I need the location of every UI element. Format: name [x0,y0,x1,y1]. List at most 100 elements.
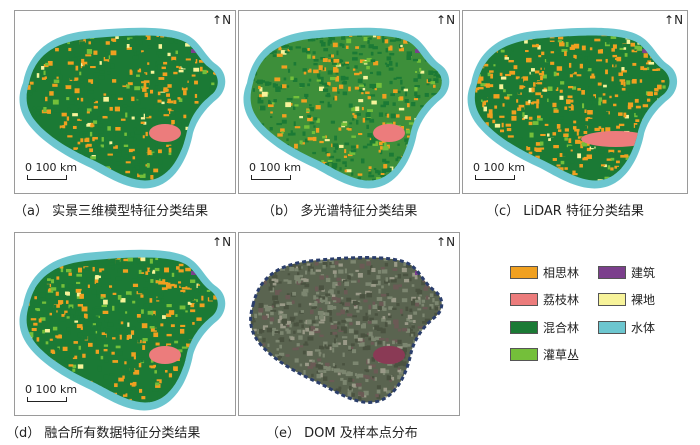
map-pixel [347,128,352,131]
map-pixel [35,111,42,116]
map-pixel [393,284,399,290]
map-pixel [78,345,81,350]
map-pixel [600,164,606,167]
map-pixel [77,315,80,320]
map-pixel [151,310,156,316]
map-pixel [487,36,494,40]
map-pixel [441,272,442,276]
map-pixel [65,268,72,273]
map-pixel [419,343,423,346]
map-pixel [103,93,107,96]
map-pixel [80,62,83,67]
map-pixel [259,375,263,379]
map-pixel [585,52,590,57]
map-pixel [353,334,358,339]
map-pixel [382,122,386,126]
map-pixel [654,153,659,157]
map-pixel [251,398,256,403]
map-pixel [53,79,60,84]
map-pixel [618,72,623,76]
map-pixel [299,363,303,367]
map-pixel [372,337,376,342]
map-pixel [252,379,257,384]
map-pixel [423,36,427,41]
map-pixel [181,65,186,68]
map-pixel [340,377,344,381]
map-pixel [120,118,126,121]
map-pixel [314,349,321,352]
map-pixel [223,149,228,151]
map-pixel [313,323,319,327]
map-pixel [253,153,260,157]
map-pixel [52,333,59,336]
map-pixel [475,97,479,101]
map-pixel [577,54,583,59]
map-pixel [591,104,596,110]
map-pixel [410,333,414,337]
map-pixel [40,253,42,255]
map-pixel [344,76,349,80]
map-pixel [145,35,151,40]
map-pixel [366,345,371,350]
map-pixel [591,80,596,84]
map-pixel [420,38,427,44]
map-pixel [580,161,587,165]
map-pixel [489,146,496,151]
map-pixel [349,385,352,391]
map-pixel [283,258,288,262]
map-pixel [426,114,432,119]
map-pixel [209,373,216,377]
map-pixel [293,330,296,334]
map-pixel [434,285,438,289]
map-pixel [150,327,157,332]
map-pixel [409,328,413,332]
map-pixel [47,278,51,281]
map-pixel [303,389,310,394]
map-pixel [170,111,176,116]
map-pixel [385,277,389,282]
map-pixel [70,179,74,181]
map-pixel [485,122,489,127]
map-pixel [649,126,655,131]
map-pixel [445,103,450,106]
map-pixel [643,53,648,58]
map-pixel [342,43,345,48]
map-pixel [647,91,653,96]
map-pixel [337,290,340,294]
map-pixel [318,258,323,264]
map-pixel [486,44,492,48]
map-pixel [380,368,386,374]
map-pixel [115,146,121,152]
map-pixel [72,183,78,185]
map-pixel [79,318,85,323]
map-pixel [383,258,388,262]
map-pixel [338,263,343,267]
map-pixel [579,140,585,144]
map-pixel [252,405,257,408]
map-pixel [547,86,553,91]
map-pixel [316,291,320,295]
map-pixel [529,168,535,171]
map-pixel [536,99,540,104]
map-pixel [329,261,332,266]
map-pixel [424,318,431,324]
map-pixel [330,54,335,58]
map-pixel [139,357,145,361]
map-pixel [430,176,436,181]
map-pixel [139,108,146,112]
map-pixel [481,99,484,102]
map-pixel [321,147,327,152]
map-pixel [269,127,273,131]
map-pixel [330,58,334,63]
map-pixel [224,177,230,180]
map-pixel [161,298,164,303]
map-pixel [218,99,220,103]
map-pixel [642,67,648,71]
map-pixel [65,137,70,142]
map-pixel [332,42,338,48]
map-pixel [517,98,523,102]
map-pixel [392,102,396,106]
map-pixel [439,257,442,258]
map-pixel [97,146,101,151]
map-pixel [285,320,291,325]
